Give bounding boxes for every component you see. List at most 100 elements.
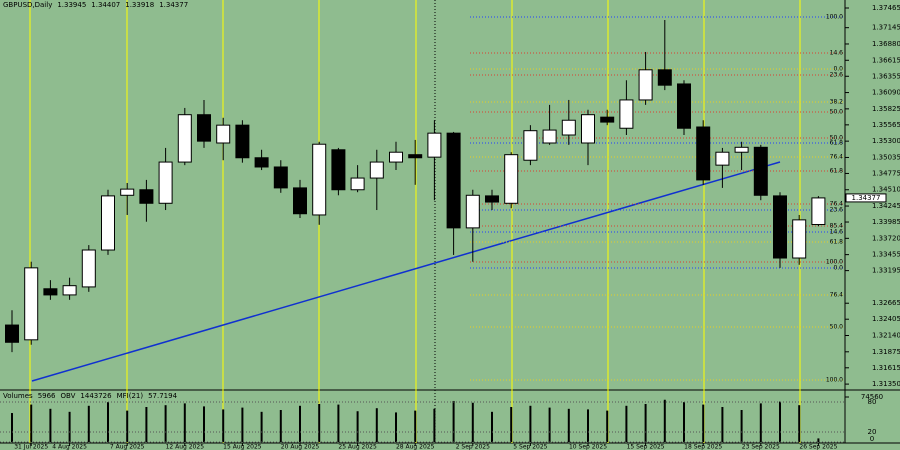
y-tick-label: 1.31350	[872, 380, 900, 388]
fib-label: 76.4	[830, 201, 844, 208]
y-tick-label: 1.34245	[872, 202, 900, 210]
symbol: GBPUSD,Daily	[3, 1, 53, 9]
candle-body	[389, 151, 403, 163]
candle-body	[715, 151, 730, 166]
candle-body	[216, 124, 231, 144]
fib-label: 23.6	[830, 71, 844, 78]
fib-label: 0.0	[833, 265, 843, 272]
candle-body	[177, 114, 192, 163]
fib-label: 100.0	[826, 377, 843, 384]
candle-body	[5, 324, 19, 343]
candle-body	[139, 189, 154, 204]
y-tick-label: 1.32140	[872, 332, 900, 340]
candle-body	[811, 197, 826, 225]
candle-body	[504, 154, 519, 204]
mfi-name: MFI(21)	[116, 392, 144, 400]
fib-label: 76.4	[830, 154, 844, 161]
volume-tick-label: 74560	[861, 393, 883, 401]
fib-label: 50.0	[830, 324, 844, 331]
candle-body	[235, 124, 250, 159]
candle-body	[120, 188, 135, 196]
y-tick-label: 1.35300	[872, 137, 900, 145]
fib-label: 50.0	[830, 135, 844, 142]
fib-label: 76.4	[830, 292, 844, 299]
y-tick-label: 1.37465	[872, 4, 900, 12]
axes: 1.37465 1.37145 1.36880 1.36615 1.36355 1.360…	[14, 4, 900, 450]
x-tick-label: 20 Aug 2025	[281, 444, 320, 450]
mfi-value: 57.7194	[148, 392, 178, 400]
x-tick-label: 2 Sep 2025	[456, 444, 490, 450]
x-tick-label: 12 Aug 2025	[166, 444, 205, 450]
y-tick-label: 1.31615	[872, 364, 900, 372]
y-tick-label: 1.34775	[872, 169, 900, 177]
candle-body	[427, 132, 442, 158]
candle-body	[581, 114, 595, 144]
candle-body	[792, 219, 807, 259]
y-tick-label: 1.33985	[872, 218, 900, 226]
volume-value: 5966	[37, 392, 56, 400]
fib-label: 0.0	[833, 66, 843, 73]
x-tick-label: 23 Sep 2025	[742, 444, 780, 450]
price-marker-label: 1.34377	[852, 194, 881, 202]
week-separators	[29, 0, 801, 443]
fib-label: 61.8	[830, 239, 844, 246]
x-tick-label: 10 Sep 2025	[569, 444, 607, 450]
candles	[5, 19, 826, 353]
y-tick-label: 1.36880	[872, 40, 900, 48]
x-tick-label: 26 Sep 2025	[799, 444, 837, 450]
candle-body	[101, 195, 115, 251]
y-tick-label: 1.32405	[872, 315, 900, 323]
fib-label: 61.8	[830, 167, 844, 174]
candle-body	[254, 157, 269, 168]
volume-name: Volumes	[3, 392, 33, 400]
y-tick-label: 1.35565	[872, 121, 900, 129]
candle-body	[369, 161, 384, 179]
candle-body	[600, 116, 615, 123]
chart-header: GBPUSD,Daily 1.33945 1.34407 1.33918 1.3…	[3, 1, 188, 9]
y-tick-label: 1.33455	[872, 251, 900, 259]
y-tick-label: 1.33195	[872, 267, 900, 275]
fib-label: 14.6	[830, 50, 844, 57]
candle-body	[753, 146, 768, 196]
last-low: 1.33918	[125, 1, 155, 9]
x-tick-label: 25 Aug 2025	[338, 444, 377, 450]
price-marker	[845, 193, 887, 203]
y-tick-label: 1.31875	[872, 348, 900, 356]
candle-body	[446, 132, 461, 229]
x-tick-label: 5 Sep 2025	[513, 444, 547, 450]
fib-label: 14.6	[830, 228, 844, 235]
candle-body	[638, 69, 653, 101]
fib-label: 50.0	[830, 108, 844, 115]
y-tick-label: 1.37145	[872, 24, 900, 32]
candle-body	[408, 154, 423, 159]
indicator-header: Volumes 5966 OBV 1443726 MFI(21) 57.7194	[3, 392, 177, 400]
x-tick-label: 31 Jul 2025	[14, 444, 48, 450]
candle-body	[197, 114, 211, 142]
candle-body	[43, 288, 58, 296]
candle-body	[561, 119, 576, 136]
y-tick-label: 1.32665	[872, 299, 900, 307]
x-tick-label: 7 Aug 2025	[110, 444, 145, 450]
fib-label: 61.8	[830, 139, 844, 146]
candle-body	[542, 129, 557, 144]
fib-label: 23.6	[830, 207, 844, 214]
candle-body	[81, 249, 96, 288]
x-tick-label: 18 Sep 2025	[684, 444, 722, 450]
candle-body	[312, 143, 327, 216]
y-tick-label: 1.35035	[872, 153, 900, 161]
candle-body	[523, 130, 538, 161]
y-tick-label: 1.36090	[872, 89, 900, 97]
candle-body	[619, 99, 634, 129]
candle-body	[24, 267, 39, 341]
candle-body	[485, 195, 499, 203]
candle-body	[734, 146, 749, 153]
y-tick-label: 1.34510	[872, 186, 900, 194]
fib-label: 100.0	[826, 259, 843, 266]
y-tick-label: 1.36615	[872, 56, 900, 64]
candle-body	[696, 126, 711, 181]
y-tick-label: 1.33720	[872, 234, 900, 242]
y-tick-label: 1.35825	[872, 105, 900, 113]
fib-label: 85.4	[830, 223, 844, 230]
